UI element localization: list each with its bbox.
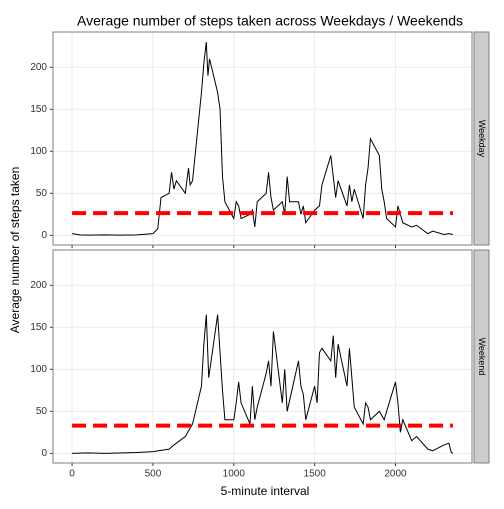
panel-border [52,249,473,464]
data-line [72,314,454,454]
y-tick-label: 150 [30,104,47,115]
x-tick-label: 500 [145,469,162,480]
y-tick-label: 0 [41,230,47,241]
strip [473,249,490,464]
strip [473,31,490,246]
x-tick-label: 0 [69,469,75,480]
panel-background [53,250,472,463]
y-tick-label: 0 [41,448,47,459]
strip-label: Weekend [477,338,487,376]
y-tick-label: 50 [36,188,48,199]
x-axis-label: 5-minute interval [221,484,310,498]
y-tick-label: 150 [30,322,47,333]
y-tick-label: 100 [30,146,47,157]
y-axis-label: Average number of steps taken [8,167,22,334]
data-line [72,42,454,236]
x-tick-label: 1000 [223,469,246,480]
x-tick-label: 2000 [384,469,407,480]
y-tick-label: 50 [36,406,48,417]
y-tick-label: 100 [30,364,47,375]
panel-border [52,31,473,246]
chart-title: Average number of steps taken across Wee… [77,13,463,29]
y-tick-label: 200 [30,62,47,73]
x-tick-label: 1500 [304,469,327,480]
strip-label: Weekday [477,120,487,158]
y-tick-label: 200 [30,280,47,291]
